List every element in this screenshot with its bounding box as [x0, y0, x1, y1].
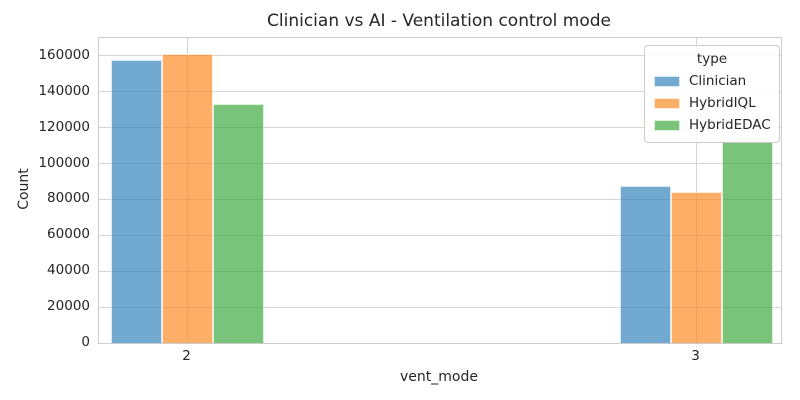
y-tick-label: 60000	[47, 226, 90, 243]
legend-item-clinician: Clinician	[645, 70, 779, 92]
legend-label: Clinician	[689, 73, 747, 89]
x-tick-label: 2	[182, 348, 191, 364]
legend-item-hybridiql: HybridIQL	[645, 92, 779, 114]
bar-hybridedac-2	[213, 104, 264, 343]
gridline-horizontal	[99, 55, 781, 57]
gridline-horizontal	[99, 270, 781, 272]
legend-label: HybridIQL	[689, 95, 756, 111]
legend-swatch-icon	[654, 119, 680, 131]
y-tick-label: 100000	[38, 154, 90, 171]
legend-item-hybridedac: HybridEDAC	[645, 114, 779, 136]
gridline-horizontal	[99, 127, 781, 129]
y-tick-label: 80000	[47, 190, 90, 207]
bar-hybridiql-2	[162, 54, 213, 343]
bar-clinician-3	[620, 186, 671, 343]
y-tick-label: 160000	[38, 46, 90, 63]
bar-hybridedac-3	[722, 142, 773, 343]
y-tick-label: 140000	[38, 82, 90, 99]
chart-title: Clinician vs AI - Ventilation control mo…	[267, 11, 611, 31]
y-tick-label: 120000	[38, 118, 90, 135]
legend-swatch-icon	[654, 97, 680, 109]
x-tick-label: 3	[691, 348, 700, 364]
bar-hybridiql-3	[671, 192, 722, 343]
gridline-horizontal	[99, 163, 781, 165]
y-tick-label: 0	[81, 334, 90, 350]
plot-area: type Clinician HybridIQL HybridEDAC	[98, 37, 782, 344]
gridline-horizontal	[99, 91, 781, 93]
gridline-horizontal	[99, 198, 781, 200]
gridline-vertical	[696, 38, 697, 343]
legend-title: type	[696, 51, 728, 67]
y-tick-label: 40000	[47, 262, 90, 279]
bar-clinician-2	[111, 60, 162, 343]
gridline-horizontal	[99, 306, 781, 308]
legend-label: HybridEDAC	[689, 117, 771, 133]
gridline-horizontal	[99, 234, 781, 236]
legend: type Clinician HybridIQL HybridEDAC	[644, 45, 780, 143]
y-tick-label: 20000	[47, 298, 90, 315]
legend-swatch-icon	[654, 75, 680, 87]
x-axis-label: vent_mode	[400, 369, 478, 385]
